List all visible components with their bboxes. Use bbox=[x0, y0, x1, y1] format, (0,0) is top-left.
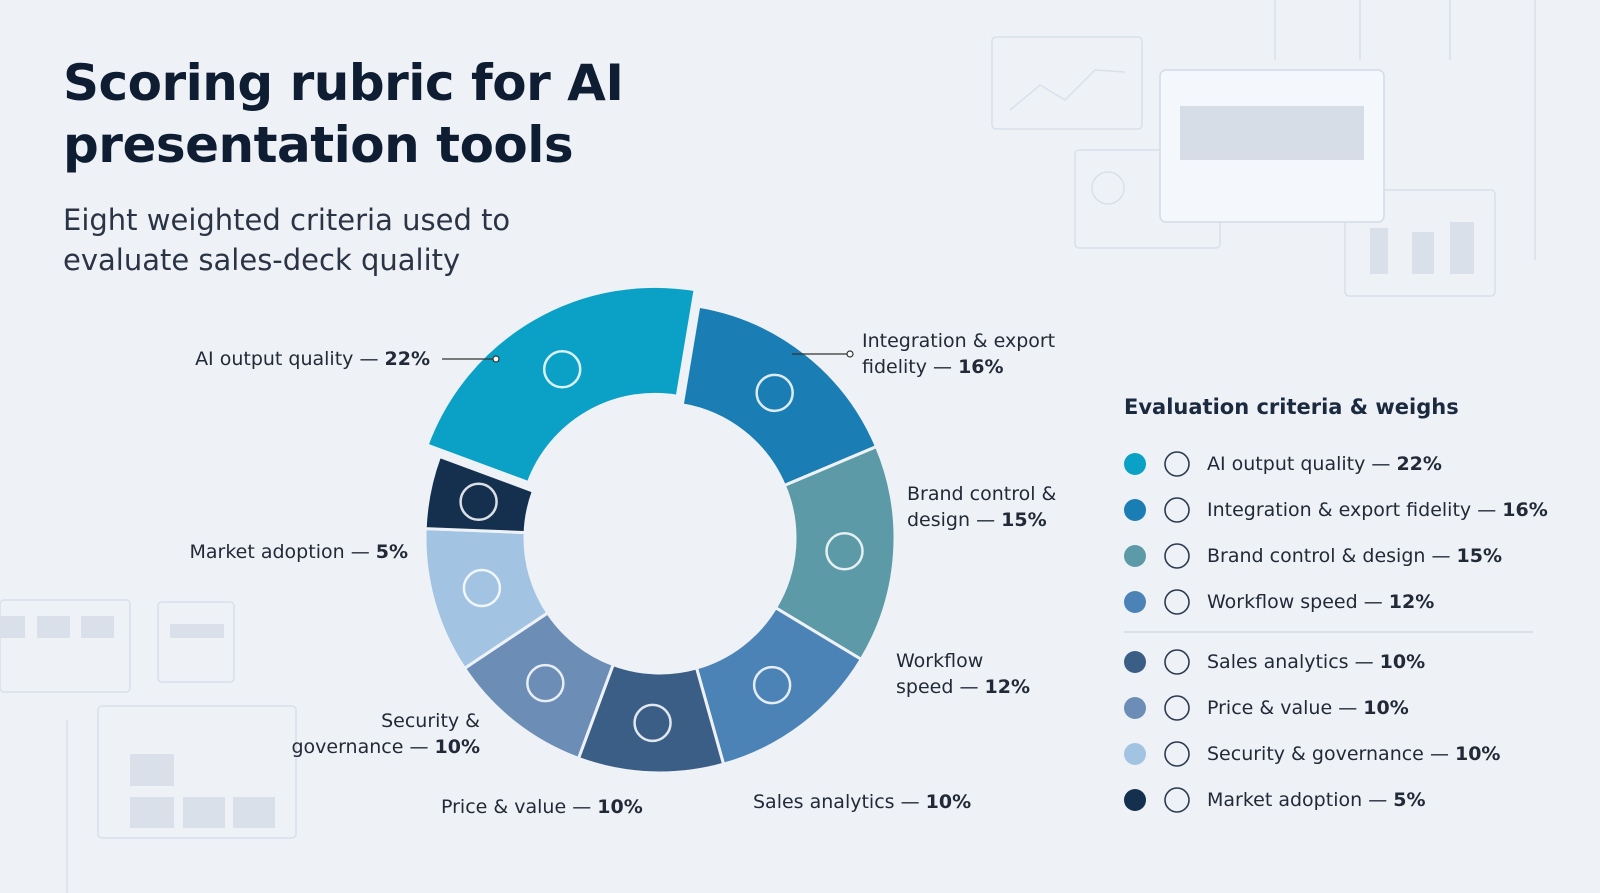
legend-value: 16% bbox=[1502, 499, 1548, 521]
legend-icon bbox=[1164, 451, 1190, 477]
legend-separator: — bbox=[1368, 789, 1388, 811]
legend-swatch bbox=[1124, 453, 1146, 475]
label-separator: — bbox=[900, 791, 920, 813]
label-category: Brand control & design bbox=[907, 483, 1057, 531]
label-separator: — bbox=[572, 796, 592, 818]
label-value: 10% bbox=[597, 796, 643, 818]
legend-swatch bbox=[1124, 545, 1146, 567]
subtitle: Eight weighted criteria used to evaluate… bbox=[63, 203, 511, 277]
segment-label: Market adoption — 5% bbox=[190, 539, 409, 565]
legend-category: Security & governance bbox=[1207, 743, 1424, 765]
segment-label: Workflow speed — 12% bbox=[896, 648, 1036, 700]
legend-swatch bbox=[1124, 743, 1146, 765]
legend-icon bbox=[1164, 589, 1190, 615]
legend-entry: Brand control & design — 15% bbox=[1207, 544, 1502, 568]
legend-icon bbox=[1164, 649, 1190, 675]
segment-label: AI output quality — 22% bbox=[195, 346, 430, 372]
label-separator: — bbox=[933, 356, 953, 378]
label-category: AI output quality bbox=[195, 348, 354, 370]
legend-separator: — bbox=[1338, 697, 1358, 719]
legend-category: Brand control & design bbox=[1207, 545, 1426, 567]
legend-value: 15% bbox=[1456, 545, 1502, 567]
segment-label: Brand control & design — 15% bbox=[907, 481, 1067, 533]
leader-dot bbox=[492, 355, 500, 363]
label-separator: — bbox=[350, 541, 370, 563]
legend-separator: — bbox=[1477, 499, 1497, 521]
segment-label: Integration & export fidelity — 16% bbox=[862, 328, 1062, 380]
label-value: 15% bbox=[1001, 509, 1047, 531]
legend-icon bbox=[1164, 543, 1190, 569]
legend-entry: Integration & export fidelity — 16% bbox=[1207, 498, 1548, 522]
legend-value: 22% bbox=[1396, 453, 1442, 475]
legend-icon bbox=[1164, 695, 1190, 721]
legend-swatch bbox=[1124, 651, 1146, 673]
label-value: 12% bbox=[984, 676, 1030, 698]
legend-icon bbox=[1164, 741, 1190, 767]
label-value: 16% bbox=[958, 356, 1004, 378]
segment-icon bbox=[633, 703, 672, 743]
legend-entry: Sales analytics — 10% bbox=[1207, 650, 1425, 674]
legend-swatch bbox=[1124, 591, 1146, 613]
legend-entry: Security & governance — 10% bbox=[1207, 742, 1500, 766]
title: Scoring rubric for AI presentation tools bbox=[63, 54, 624, 174]
legend-separator: — bbox=[1431, 545, 1451, 567]
legend-value: 10% bbox=[1454, 743, 1501, 765]
legend-icon bbox=[1164, 497, 1190, 523]
legend-category: Workflow speed bbox=[1207, 591, 1358, 613]
label-category: Market adoption bbox=[189, 541, 345, 563]
label-category: Price & value bbox=[441, 796, 567, 818]
segment-icon bbox=[755, 373, 794, 413]
segment-icon bbox=[459, 482, 498, 521]
segment-icon bbox=[526, 663, 565, 703]
legend-icon bbox=[1164, 787, 1190, 813]
leader-dot bbox=[846, 350, 854, 358]
donut-segment bbox=[423, 454, 536, 535]
legend-entry: AI output quality — 22% bbox=[1207, 452, 1442, 476]
label-value: 10% bbox=[434, 736, 480, 758]
legend-value: 5% bbox=[1393, 789, 1426, 811]
segment-icon bbox=[542, 350, 582, 389]
label-category: Sales analytics bbox=[753, 791, 895, 813]
segment-label: Sales analytics — 10% bbox=[753, 789, 971, 815]
label-value: 5% bbox=[375, 541, 408, 563]
segment-icon bbox=[462, 568, 502, 608]
legend-title: Evaluation criteria & weighs bbox=[1124, 395, 1459, 419]
legend-swatch bbox=[1124, 697, 1146, 719]
label-separator: — bbox=[359, 348, 379, 370]
label-separator: — bbox=[976, 509, 996, 531]
legend-value: 12% bbox=[1388, 591, 1435, 613]
legend-entry: Workflow speed — 12% bbox=[1207, 590, 1434, 614]
legend-separator: — bbox=[1371, 453, 1391, 475]
legend-entry: Market adoption — 5% bbox=[1207, 788, 1426, 812]
segment-label: Price & value — 10% bbox=[441, 794, 643, 820]
legend-category: Sales analytics bbox=[1207, 651, 1349, 673]
legend-category: Integration & export fidelity bbox=[1207, 499, 1472, 521]
legend-value: 10% bbox=[1363, 697, 1409, 719]
label-value: 10% bbox=[925, 791, 972, 813]
legend-category: Market adoption bbox=[1207, 789, 1363, 811]
segment-label: Security & governance — 10% bbox=[280, 708, 480, 760]
donut-segment bbox=[425, 284, 697, 485]
segment-icon bbox=[752, 665, 792, 705]
legend-swatch bbox=[1124, 499, 1146, 521]
label-separator: — bbox=[409, 736, 429, 758]
label-value: 22% bbox=[384, 348, 430, 370]
legend-entry: Price & value — 10% bbox=[1207, 696, 1409, 720]
label-category: Workflow speed bbox=[896, 650, 984, 698]
legend-separator: — bbox=[1363, 591, 1383, 613]
label-category: Integration & export fidelity bbox=[862, 330, 1056, 378]
legend-swatch bbox=[1124, 789, 1146, 811]
legend-category: AI output quality bbox=[1207, 453, 1366, 475]
legend-separator: — bbox=[1354, 651, 1374, 673]
legend-value: 10% bbox=[1379, 651, 1426, 673]
legend-separator: — bbox=[1429, 743, 1449, 765]
label-separator: — bbox=[959, 676, 979, 698]
label-category: Security & governance bbox=[291, 710, 480, 758]
legend-category: Price & value bbox=[1207, 697, 1333, 719]
segment-icon bbox=[825, 531, 864, 571]
